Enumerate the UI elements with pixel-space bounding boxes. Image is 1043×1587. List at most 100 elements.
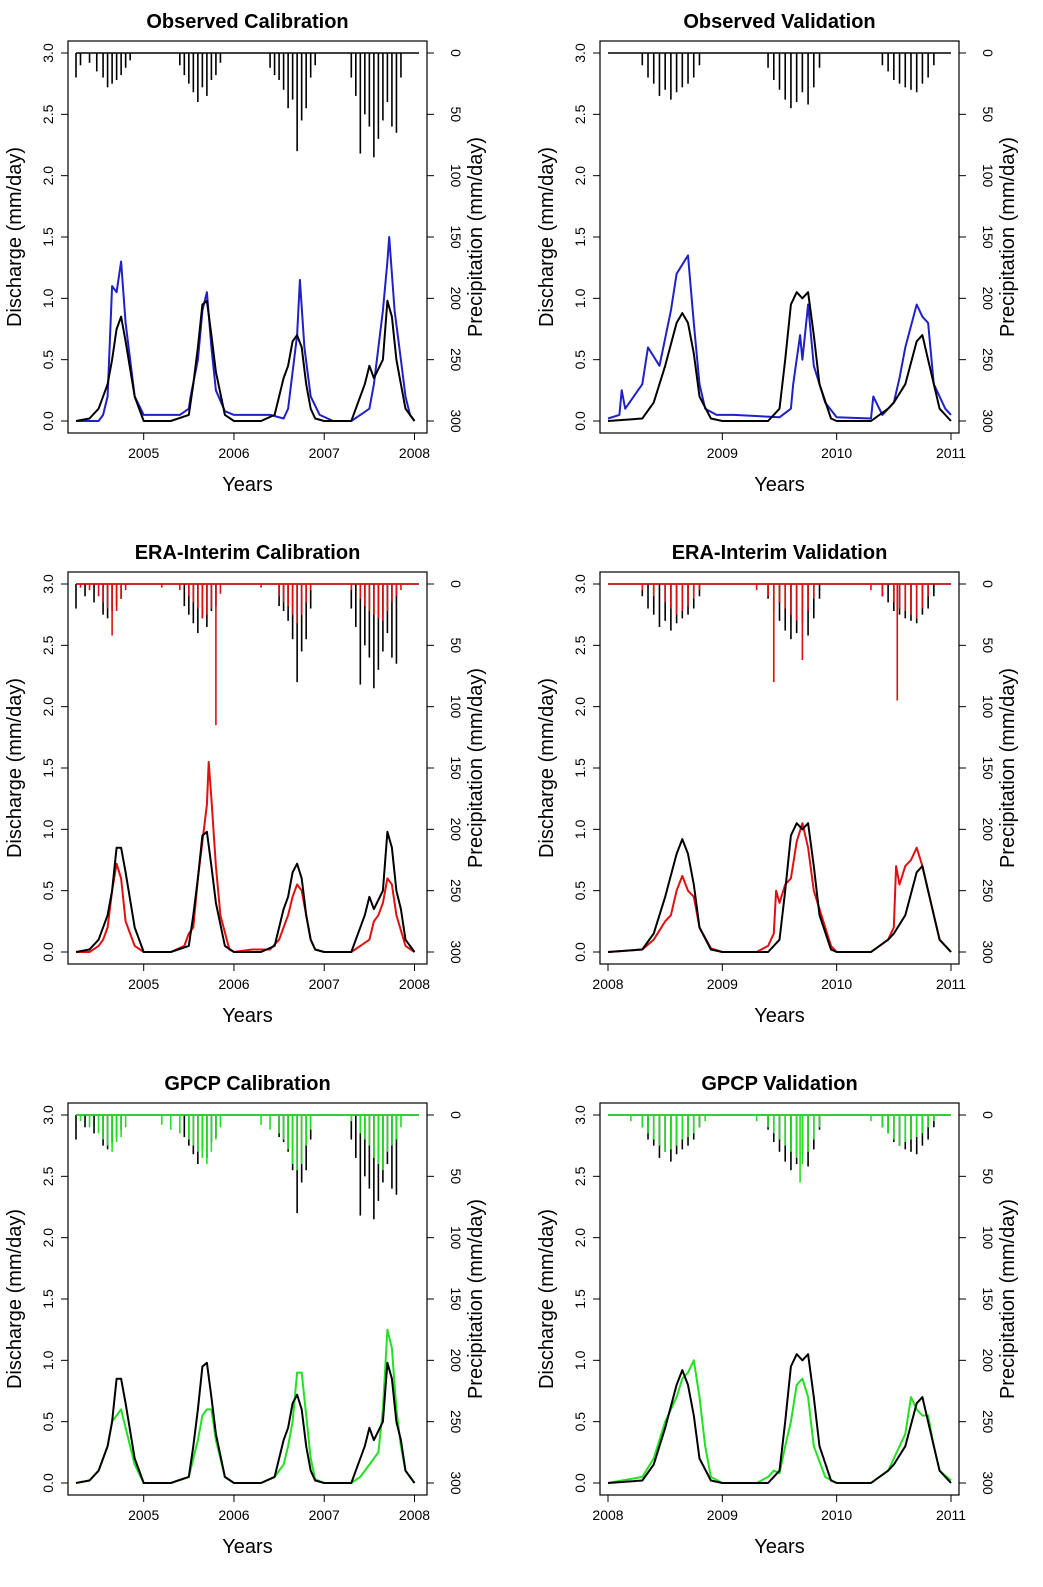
y-tick-label: 3.0 xyxy=(40,574,56,594)
y-axis-label: Discharge (mm/day) xyxy=(4,1209,26,1389)
y2-tick-label: 0 xyxy=(980,49,996,57)
chart-title: ERA-Interim Validation xyxy=(672,542,888,564)
y2-axis-label: Precipitation (mm/day) xyxy=(465,1199,487,1399)
chart-title: GPCP Validation xyxy=(701,1073,857,1095)
y-tick-label: 0.0 xyxy=(572,411,588,431)
y2-tick-label: 100 xyxy=(448,164,464,188)
y-tick-label: 0.5 xyxy=(40,881,56,901)
y2-tick-label: 250 xyxy=(980,348,996,372)
y-tick-label: 0.5 xyxy=(40,1412,56,1432)
y2-tick-label: 150 xyxy=(448,756,464,780)
x-tick-label: 2007 xyxy=(309,976,340,992)
x-tick-label: 2010 xyxy=(821,1507,852,1523)
y-tick-label: 0.0 xyxy=(572,1473,588,1493)
y-tick-label: 0.5 xyxy=(40,350,56,370)
x-tick-label: 2009 xyxy=(707,1507,738,1523)
y-axis-label: Discharge (mm/day) xyxy=(536,147,558,327)
y-tick-label: 2.5 xyxy=(40,635,56,655)
chart-title: Observed Calibration xyxy=(146,11,348,33)
y2-tick-label: 50 xyxy=(980,638,996,654)
x-tick-label: 2006 xyxy=(218,445,249,461)
x-tick-label: 2008 xyxy=(399,445,430,461)
x-axis-label: Years xyxy=(222,1536,272,1558)
y-tick-label: 0.0 xyxy=(40,1473,56,1493)
y2-tick-label: 0 xyxy=(980,1111,996,1119)
y2-tick-label: 250 xyxy=(448,879,464,903)
y2-tick-label: 100 xyxy=(980,1226,996,1250)
y-tick-label: 1.5 xyxy=(40,1289,56,1309)
series-line xyxy=(607,822,952,953)
y-tick-label: 2.0 xyxy=(572,1228,588,1248)
y2-tick-label: 250 xyxy=(448,348,464,372)
y-tick-label: 1.5 xyxy=(40,758,56,778)
y-tick-label: 3.0 xyxy=(40,1105,56,1125)
y-tick-label: 2.0 xyxy=(572,697,588,717)
y2-tick-label: 250 xyxy=(980,1410,996,1434)
y-tick-label: 2.5 xyxy=(572,104,588,124)
y2-tick-label: 150 xyxy=(448,225,464,249)
y-tick-label: 0.0 xyxy=(572,942,588,962)
y-tick-label: 2.5 xyxy=(40,1166,56,1186)
x-tick-label: 2011 xyxy=(936,1507,966,1523)
y-tick-label: 2.0 xyxy=(40,1228,56,1248)
y-axis-label: Discharge (mm/day) xyxy=(536,1209,558,1389)
series-line xyxy=(76,236,416,422)
y2-tick-label: 0 xyxy=(448,1111,464,1119)
y2-tick-label: 200 xyxy=(980,1349,996,1373)
y-tick-label: 0.5 xyxy=(572,350,588,370)
y-tick-label: 1.0 xyxy=(40,288,56,308)
y2-tick-label: 200 xyxy=(448,287,464,311)
x-axis-label: Years xyxy=(754,474,804,496)
y2-tick-label: 300 xyxy=(980,940,996,964)
y2-tick-label: 100 xyxy=(448,695,464,719)
x-tick-label: 2008 xyxy=(592,976,623,992)
x-axis-label: Years xyxy=(222,474,272,496)
x-axis-label: Years xyxy=(754,1536,804,1558)
x-tick-label: 2009 xyxy=(707,976,738,992)
y-tick-label: 1.0 xyxy=(572,1350,588,1370)
y2-tick-label: 50 xyxy=(448,107,464,123)
y2-tick-label: 150 xyxy=(448,1287,464,1311)
plot-frame xyxy=(599,571,960,965)
x-tick-label: 2007 xyxy=(309,1507,340,1523)
y2-axis-label: Precipitation (mm/day) xyxy=(997,668,1019,868)
y2-tick-label: 100 xyxy=(980,164,996,188)
y-tick-label: 0.0 xyxy=(40,411,56,431)
y-tick-label: 1.5 xyxy=(572,1289,588,1309)
y2-tick-label: 150 xyxy=(980,1287,996,1311)
y-tick-label: 2.0 xyxy=(40,697,56,717)
y2-axis-label: Precipitation (mm/day) xyxy=(997,1199,1019,1399)
y-tick-label: 1.0 xyxy=(572,288,588,308)
x-tick-label: 2010 xyxy=(821,976,852,992)
series-line xyxy=(75,830,416,953)
y-tick-label: 1.5 xyxy=(40,227,56,247)
y2-tick-label: 0 xyxy=(448,580,464,588)
chart-panel-5: GPCP Calibration 0.0 0.5 1.0 1.5 2.0 2.5 3.0 0 50… xyxy=(4,1073,487,1558)
plot-frame xyxy=(599,40,960,434)
y2-tick-label: 200 xyxy=(448,818,464,842)
chart-panel-2: Observed Validation 0.0 0.5 1.0 1.5 2.0 2.5 3.0… xyxy=(536,11,1019,496)
x-tick-label: 2008 xyxy=(592,1507,623,1523)
y2-tick-label: 150 xyxy=(980,225,996,249)
series-line xyxy=(607,1359,952,1484)
y2-tick-label: 200 xyxy=(448,1349,464,1373)
y2-tick-label: 100 xyxy=(980,695,996,719)
chart-panel-6: GPCP Validation 0.0 0.5 1.0 1.5 2.0 2.5 3.0 0 50 1… xyxy=(536,1073,1019,1558)
y2-tick-label: 0 xyxy=(980,580,996,588)
x-axis-label: Years xyxy=(754,1005,804,1027)
series-line xyxy=(607,822,952,953)
series-line xyxy=(607,1353,952,1484)
y-tick-label: 0.5 xyxy=(572,1412,588,1432)
x-tick-label: 2005 xyxy=(128,445,159,461)
y-tick-label: 2.0 xyxy=(40,166,56,186)
y-tick-label: 3.0 xyxy=(572,43,588,63)
y-tick-label: 1.0 xyxy=(40,819,56,839)
y-tick-label: 0.0 xyxy=(40,942,56,962)
x-tick-label: 2008 xyxy=(399,1507,430,1523)
y2-axis-label: Precipitation (mm/day) xyxy=(465,668,487,868)
y2-tick-label: 250 xyxy=(448,1410,464,1434)
series-line xyxy=(76,760,416,953)
series-line xyxy=(75,299,416,422)
chart-panel-3: ERA-Interim Calibration 0.0 0.5 1.0 1.5 2.0 2.… xyxy=(4,542,487,1027)
